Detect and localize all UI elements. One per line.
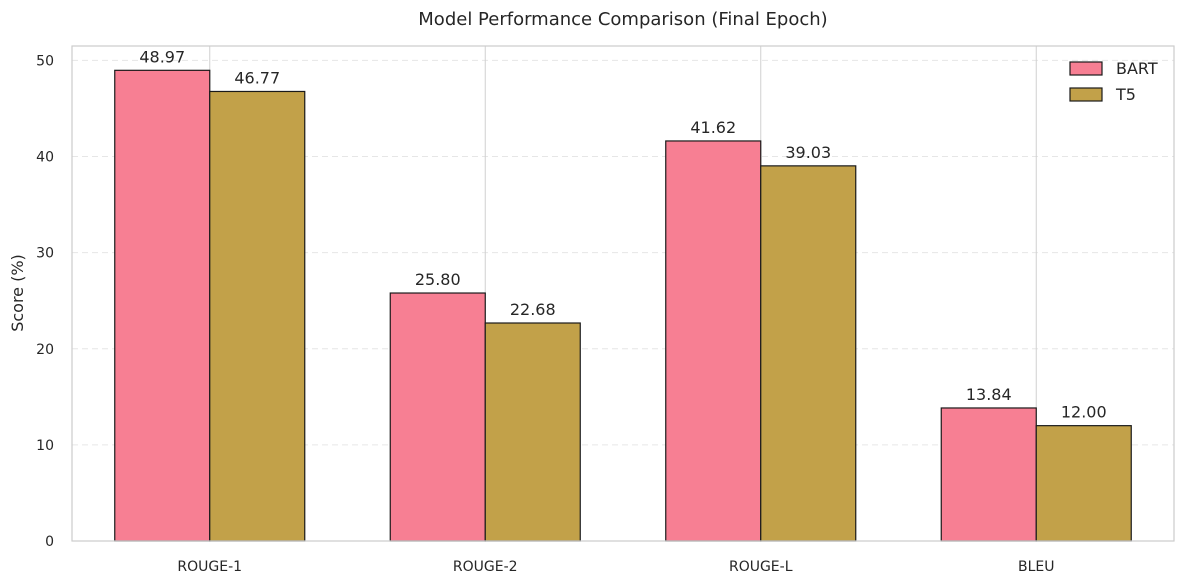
- value-label: 39.03: [785, 143, 831, 162]
- x-tick-label: ROUGE-1: [177, 559, 242, 575]
- y-tick-label: 40: [36, 150, 54, 166]
- y-tick-label: 10: [36, 438, 54, 454]
- y-tick-label: 50: [36, 53, 54, 69]
- legend-swatch-t5: [1069, 87, 1103, 102]
- legend-label: BART: [1116, 59, 1158, 78]
- bar-bart: [114, 69, 211, 542]
- plot-frame: [71, 45, 1175, 542]
- x-tick-label: ROUGE-2: [453, 559, 518, 575]
- bar-t5: [209, 90, 306, 542]
- value-label: 46.77: [234, 68, 280, 87]
- value-label: 22.68: [510, 300, 556, 319]
- bar-bart: [940, 407, 1037, 542]
- legend-label: T5: [1115, 85, 1136, 104]
- y-tick-label: 0: [45, 534, 54, 550]
- value-label: 13.84: [966, 385, 1012, 404]
- x-tick-label: ROUGE-L: [729, 559, 793, 575]
- bars: [114, 69, 1132, 542]
- value-label: 48.97: [139, 47, 185, 66]
- legend-swatch-bart: [1069, 61, 1103, 76]
- y-tick-label: 20: [36, 342, 54, 358]
- x-axis: ROUGE-1 ROUGE-2 ROUGE-L BLEU: [177, 559, 1054, 575]
- bar-t5: [484, 322, 581, 542]
- bar-bart: [389, 292, 486, 542]
- chart-title: Model Performance Comparison (Final Epoc…: [418, 9, 827, 30]
- bar-t5: [760, 165, 857, 542]
- y-axis-label: Score (%): [8, 254, 27, 332]
- x-tick-label: BLEU: [1018, 559, 1055, 575]
- value-labels: 48.97 25.80 41.62 13.84 46.77 22.68 39.03 12.00: [139, 47, 1106, 421]
- value-label: 41.62: [690, 118, 736, 137]
- y-axis: 0 10 20 30 40 50: [36, 53, 54, 550]
- legend: BART T5: [1069, 59, 1158, 104]
- value-label: 25.80: [415, 270, 461, 289]
- y-tick-label: 30: [36, 246, 54, 262]
- bar-bart: [665, 140, 762, 542]
- value-label: 12.00: [1061, 403, 1107, 422]
- bar-t5: [1035, 425, 1132, 542]
